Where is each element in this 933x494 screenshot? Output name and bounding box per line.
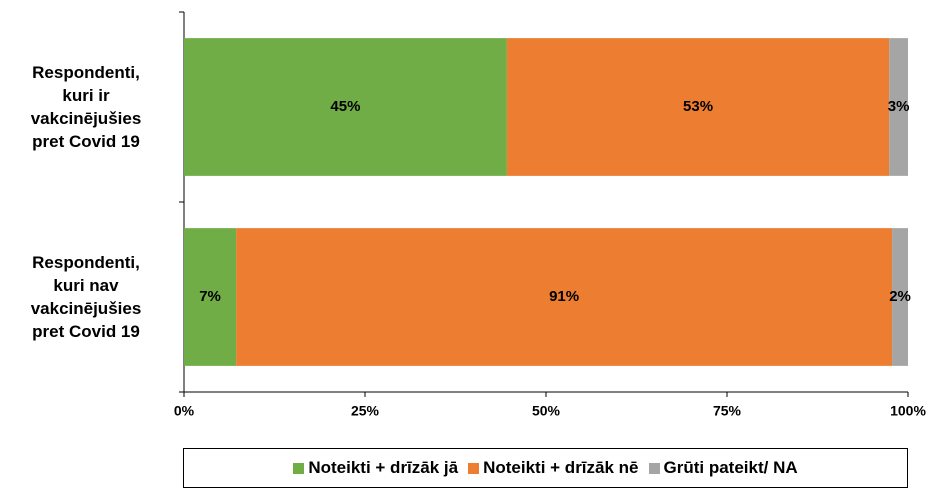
bar-segment xyxy=(892,228,908,366)
category-label: Respondenti, kuri nav vakcinējušies pret… xyxy=(30,253,142,341)
legend-label: Noteikti + drīzāk nē xyxy=(483,458,639,477)
bar-segment xyxy=(184,228,237,366)
x-tick-label: 0% xyxy=(174,403,195,419)
bar-segment xyxy=(184,38,507,176)
bar-segment xyxy=(506,38,890,176)
data-label: 45% xyxy=(330,98,360,115)
legend-item: Grūti pateikt/ NA xyxy=(648,458,798,478)
bar-segment xyxy=(236,228,893,366)
legend-item: Noteikti + drīzāk nē xyxy=(468,458,639,478)
data-label: 91% xyxy=(549,288,579,305)
data-label: 7% xyxy=(199,288,221,305)
data-label: 3% xyxy=(888,98,910,115)
legend-swatch xyxy=(648,462,660,474)
legend: Noteikti + drīzāk jā Noteikti + drīzāk nē… xyxy=(183,448,908,488)
x-tick-label: 50% xyxy=(532,403,561,419)
legend-label: Grūti pateikt/ NA xyxy=(663,458,798,477)
data-label: 53% xyxy=(683,98,713,115)
legend-swatch xyxy=(468,462,480,474)
bar-segment xyxy=(889,38,908,176)
legend-swatch xyxy=(293,462,305,474)
data-label: 2% xyxy=(889,288,911,305)
x-tick-label: 100% xyxy=(890,403,926,419)
legend-label: Noteikti + drīzāk jā xyxy=(308,458,459,477)
x-tick-label: 25% xyxy=(351,403,380,419)
x-tick-label: 75% xyxy=(713,403,742,419)
category-label: Respondenti, kuri ir vakcinējušies pret … xyxy=(30,63,142,151)
legend-item: Noteikti + drīzāk jā xyxy=(293,458,458,478)
